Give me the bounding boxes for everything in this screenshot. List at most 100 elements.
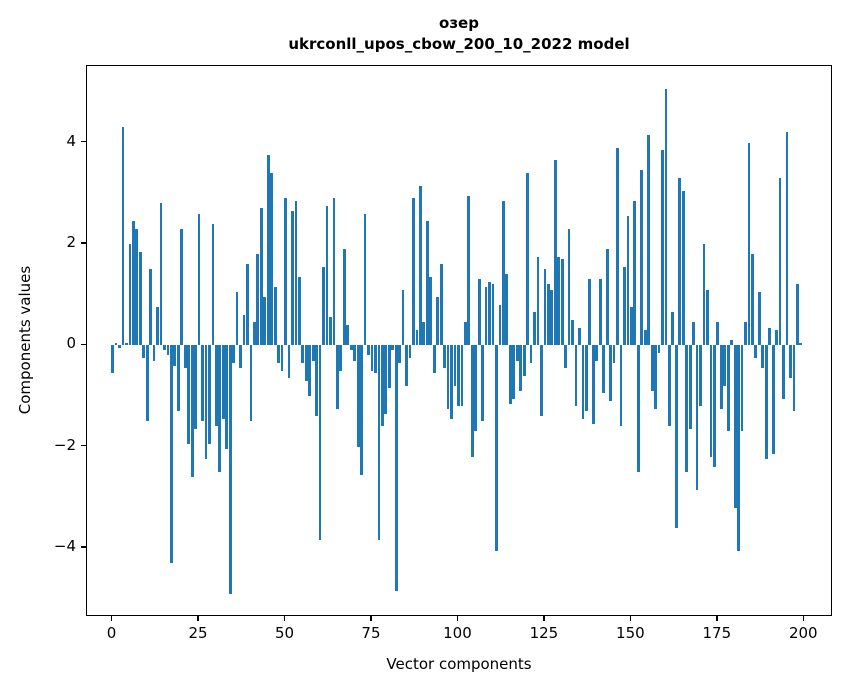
bar: [668, 345, 671, 427]
bar: [291, 210, 294, 346]
bar: [775, 330, 778, 346]
bar: [142, 345, 146, 358]
bar: [695, 345, 699, 490]
bar: [398, 345, 402, 364]
bar: [380, 345, 384, 427]
bar: [581, 345, 585, 419]
bar: [661, 150, 664, 346]
bar: [605, 248, 609, 346]
bar: [138, 251, 142, 346]
bar: [664, 89, 668, 346]
bar: [685, 345, 689, 473]
bar: [574, 345, 578, 407]
bar: [730, 340, 734, 346]
x-tick: [283, 616, 286, 621]
bar: [640, 170, 644, 346]
bar: [287, 345, 291, 379]
bar: [173, 345, 177, 366]
bar: [526, 172, 529, 346]
bar: [505, 274, 509, 346]
bar: [225, 345, 229, 450]
x-tick-label: 175: [702, 624, 732, 642]
bar: [197, 213, 201, 346]
bar: [747, 142, 751, 346]
bar: [187, 345, 191, 445]
bar: [619, 345, 623, 427]
bar: [512, 345, 516, 399]
bar: [443, 345, 446, 369]
bar: [522, 345, 526, 376]
bar: [374, 345, 377, 374]
bar: [785, 132, 789, 346]
bar: [533, 312, 536, 346]
bar: [553, 160, 557, 346]
bar: [280, 345, 284, 371]
bar: [460, 345, 464, 407]
bar: [439, 264, 443, 346]
bar: [595, 345, 599, 361]
bar: [515, 345, 519, 361]
bar: [266, 155, 270, 346]
y-tick: [81, 444, 86, 447]
x-tick: [370, 616, 372, 621]
bar: [567, 228, 571, 346]
bar: [218, 345, 222, 473]
y-tick: [81, 343, 86, 346]
bar: [536, 256, 540, 346]
bar: [214, 345, 218, 427]
bar: [733, 345, 737, 508]
bar: [111, 345, 114, 374]
bar: [782, 345, 785, 399]
bar: [564, 345, 568, 369]
bar: [647, 134, 651, 346]
bar: [643, 330, 647, 346]
bar: [235, 292, 239, 346]
y-tick: [81, 546, 86, 548]
bar: [484, 287, 488, 346]
x-tick: [802, 616, 805, 621]
bar: [190, 345, 194, 478]
bar: [294, 200, 298, 346]
bar: [757, 292, 761, 346]
bar: [609, 345, 612, 402]
bar: [633, 200, 637, 346]
x-tick: [110, 616, 113, 621]
bar: [626, 216, 630, 346]
bar: [329, 317, 332, 346]
bar: [671, 312, 675, 346]
x-tick-label: 0: [106, 624, 117, 642]
bar: [723, 345, 727, 386]
bar: [678, 178, 682, 346]
bar: [232, 345, 236, 364]
bar: [429, 276, 433, 346]
bar: [737, 345, 740, 551]
bar: [332, 198, 336, 346]
bar: [304, 345, 308, 381]
bar: [591, 345, 595, 424]
chart-title-word: озер: [439, 14, 479, 32]
bar: [702, 243, 706, 346]
bar: [716, 322, 720, 346]
bar: [152, 345, 156, 361]
bar: [419, 185, 422, 346]
bar: [540, 345, 543, 417]
y-tick-label: 2: [66, 232, 76, 251]
bar: [740, 345, 744, 432]
bar: [408, 345, 412, 358]
bar: [253, 322, 256, 346]
bar: [495, 345, 498, 551]
x-tick-label: 25: [188, 624, 208, 642]
bar: [636, 345, 640, 473]
bar: [477, 279, 481, 346]
bar: [778, 178, 782, 346]
x-tick: [456, 616, 459, 621]
bar: [270, 172, 274, 346]
bar: [325, 205, 329, 346]
bar: [149, 269, 153, 346]
bar: [242, 314, 246, 346]
bar: [470, 345, 474, 457]
x-tick: [197, 616, 199, 621]
bar: [498, 304, 502, 346]
bar: [529, 345, 533, 364]
